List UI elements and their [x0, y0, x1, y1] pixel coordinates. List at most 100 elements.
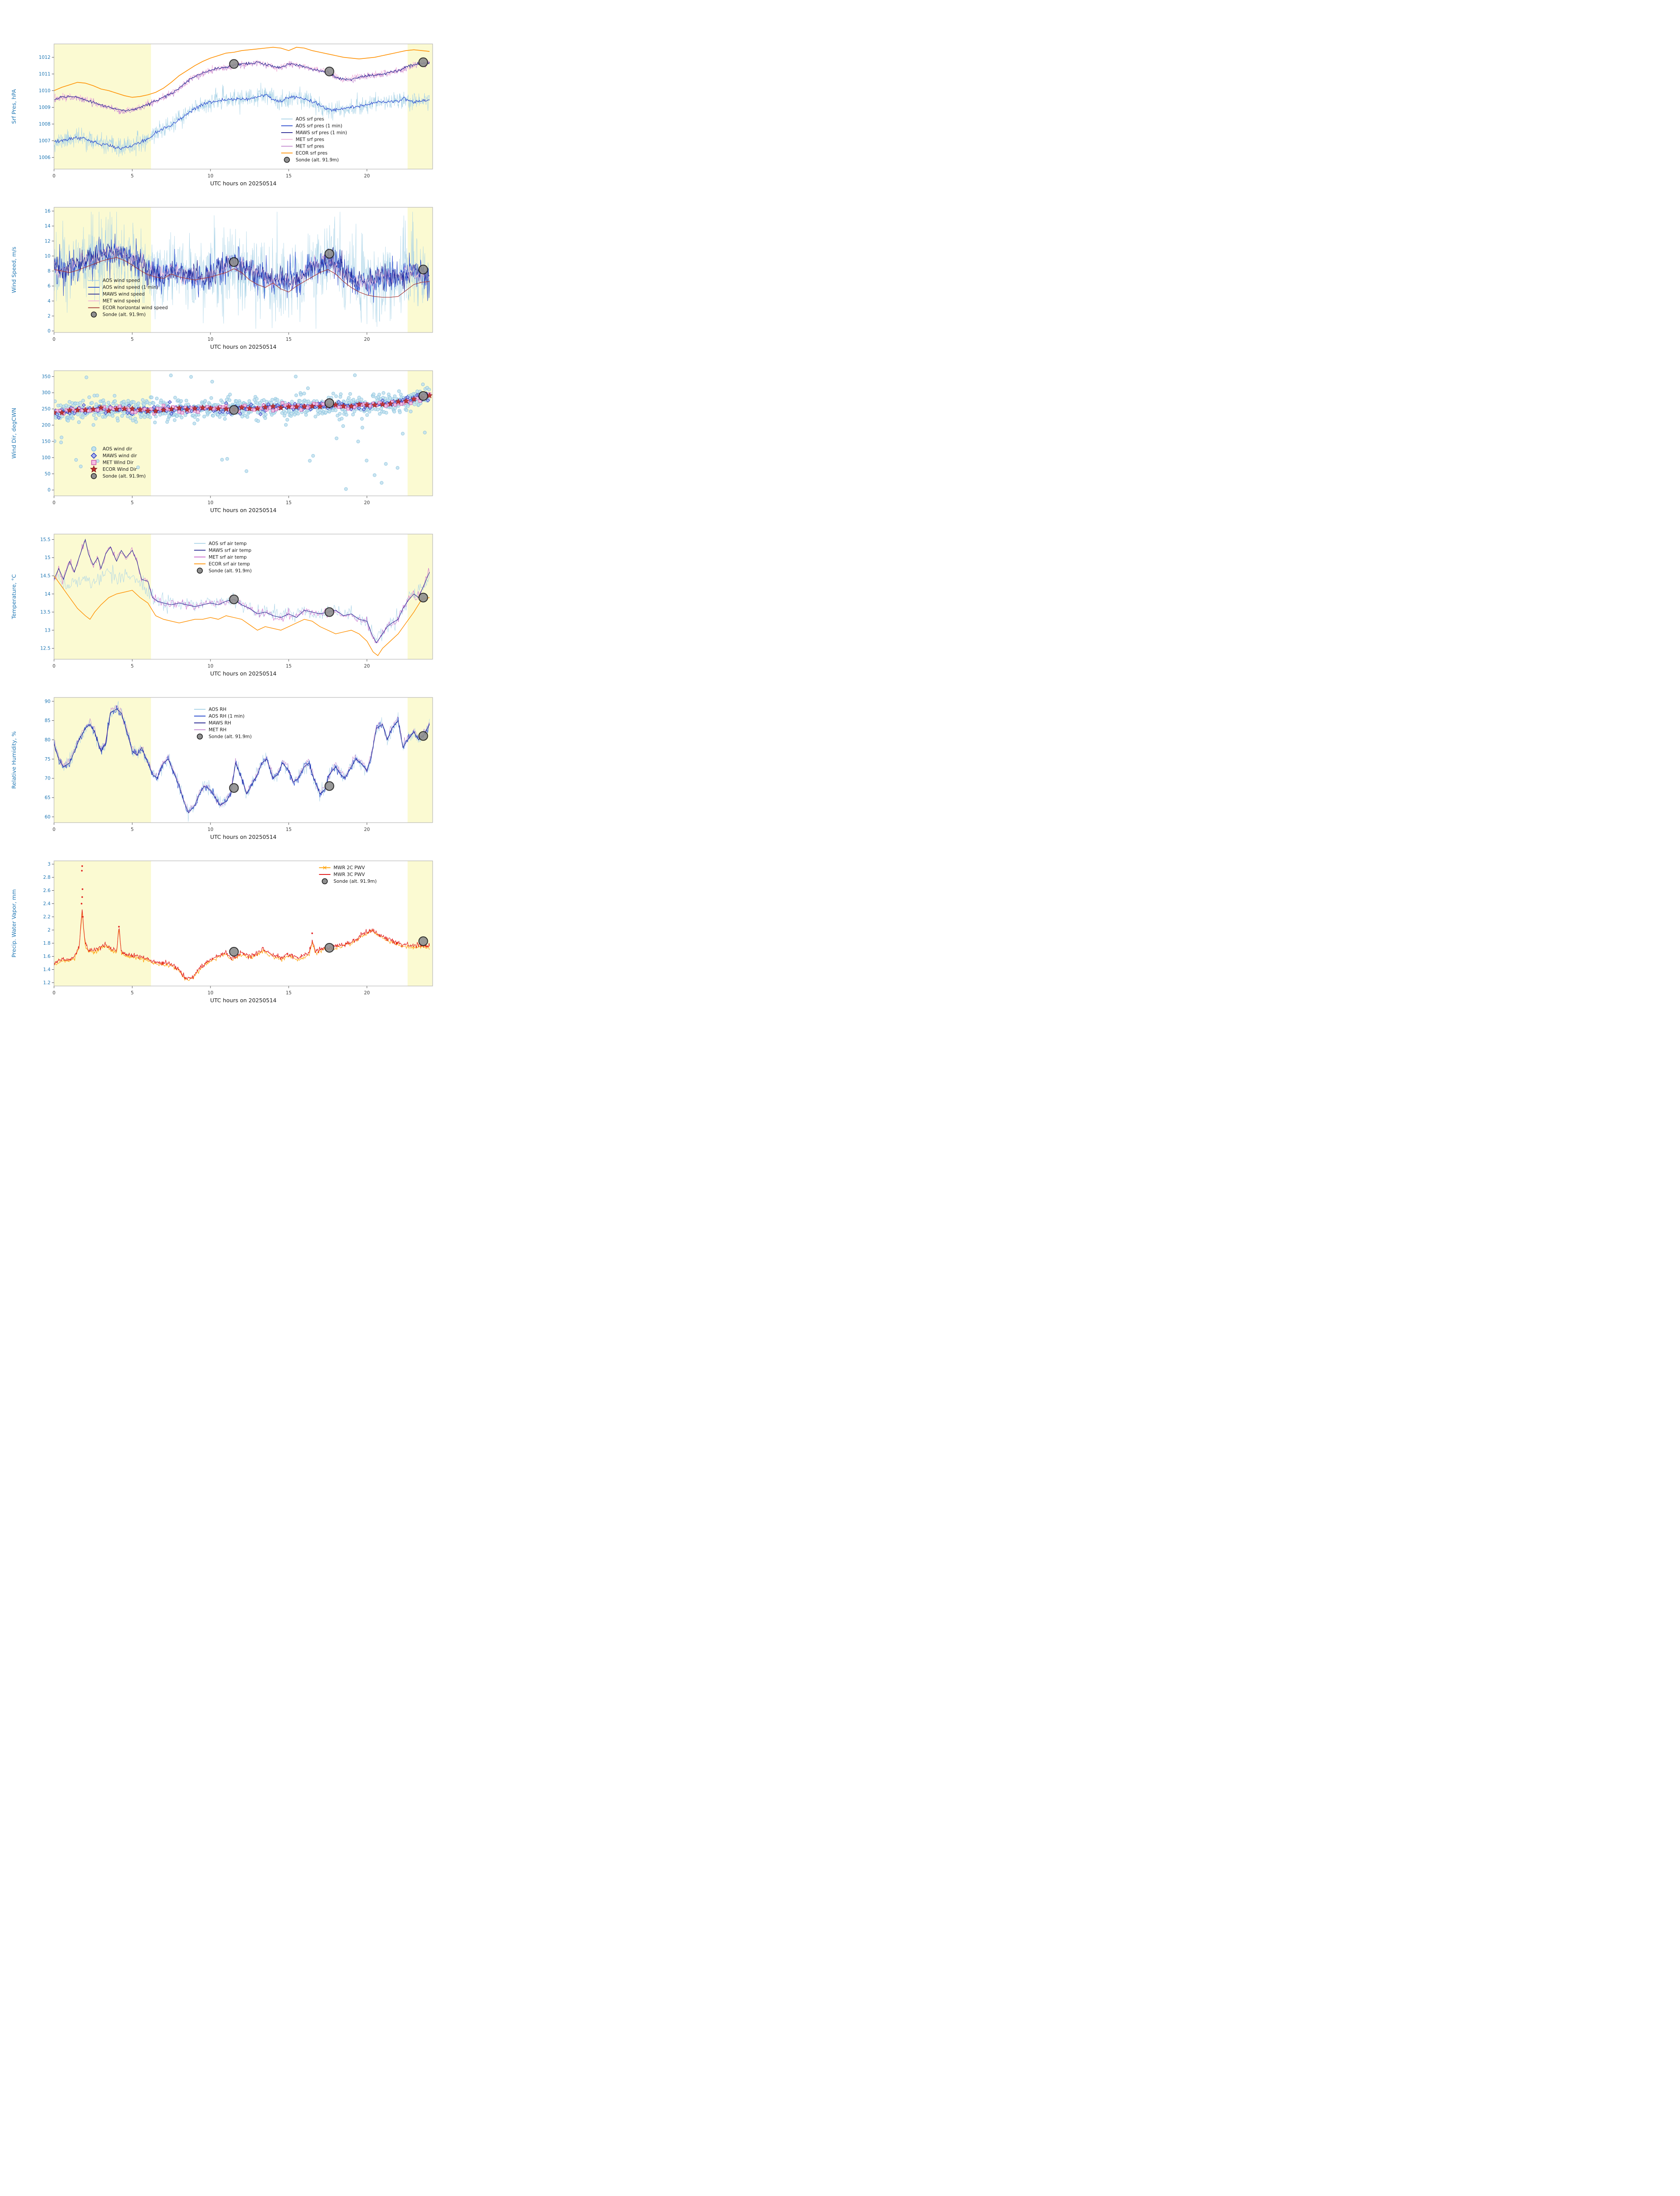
chart-relative-humidity: 60 65 70 75 80 85 90 0 5 10 15 20 Relative Humidity,… — [11, 697, 433, 840]
axes: 60 65 70 75 80 85 90 0 5 10 15 20 Relative Humidity,… — [11, 697, 433, 840]
y-tick-label: 1008 — [39, 122, 51, 127]
x-axis-label: UTC hours on 20250514 — [210, 343, 276, 350]
y-tick-label: 15.5 — [40, 537, 51, 542]
y-tick-label: 2.4 — [43, 901, 51, 907]
legend-label: ECOR horizontal wind speed — [103, 305, 168, 311]
series-maws-srf-pres-1-min — [54, 61, 430, 112]
y-tick-label: 4 — [47, 299, 51, 304]
x-tick-label: 15 — [286, 664, 292, 669]
y-tick-label: 250 — [42, 407, 51, 412]
shaded-bands — [54, 861, 433, 986]
y-tick-label: 350 — [42, 374, 51, 379]
figure: 1006 1007 1008 1009 1010 1011 1012 0 5 10 15 20 Srf … — [0, 0, 560, 1043]
y-axis-label: Wind Dir, degCWN — [11, 408, 17, 459]
y-tick-label: 3 — [47, 862, 51, 867]
page: 1006 1007 1008 1009 1010 1011 1012 0 5 10 15 20 Srf … — [0, 0, 560, 1043]
legend-label: ECOR Wind Dir — [103, 467, 137, 472]
legend-label: MAWS srf air temp — [209, 548, 252, 553]
series-ecor-horizontal-wind-speed — [54, 257, 430, 298]
x-tick-label: 0 — [53, 337, 56, 342]
series-aos-wind-speed — [54, 212, 430, 329]
x-axis-label: UTC hours on 20250514 — [210, 507, 276, 513]
series-met-wind-speed — [54, 244, 430, 293]
x-tick-label: 15 — [286, 827, 292, 832]
y-tick-label: 6 — [47, 284, 51, 289]
series-aos-srf-air-temp — [54, 564, 430, 642]
y-tick-label: 60 — [45, 814, 51, 820]
axes: 1.2 1.4 1.6 1.8 2 2.2 2.4 2.6 2.8 3 0 5 10 15 20 Precip… — [11, 860, 433, 1004]
x-tick-label: 10 — [208, 827, 213, 832]
y-tick-label: 14.5 — [40, 574, 51, 579]
y-tick-label: 65 — [45, 795, 51, 801]
y-tick-label: 0 — [47, 329, 51, 334]
legend-label: MET RH — [209, 727, 227, 733]
plot-area — [54, 373, 433, 491]
legend-label: MET srf pres — [296, 137, 324, 142]
legend-label: AOS wind speed — [103, 278, 140, 283]
plot-area — [54, 701, 430, 822]
legend-label: MAWS RH — [209, 720, 231, 726]
plot-area — [54, 212, 430, 329]
legend: AOS wind speed AOS wind speed (1 min) MAWS… — [88, 278, 168, 318]
y-axis-label: Relative Humidity, % — [11, 731, 17, 789]
legend-label: Sonde (alt. 91.9m) — [209, 734, 252, 739]
chart-section-wind-dir: 0 50 100 150 200 250 300 350 0 5 10 15 20 Wind Dir, d… — [0, 359, 560, 523]
y-tick-label: 16 — [45, 209, 51, 214]
legend-label: MAWS wind speed — [103, 292, 145, 297]
series-ecor-srf-air-temp — [54, 575, 430, 656]
y-tick-label: 8 — [47, 269, 51, 274]
legend-label: AOS RH (1 min) — [209, 714, 245, 719]
legend-label: MET Wind Dir — [103, 460, 134, 466]
x-tick-label: 5 — [131, 500, 134, 506]
series-spike-dots — [80, 865, 313, 934]
legend-label: Sonde (alt. 91.9m) — [209, 568, 252, 574]
x-tick-label: 15 — [286, 500, 292, 506]
chart-section-temperature: 12.5 13 13.5 14 14.5 15 15.5 0 5 10 15 20 Temperatur… — [0, 523, 560, 686]
legend-label: MWR 2C PWV — [333, 865, 365, 870]
y-tick-label: 50 — [45, 471, 51, 477]
legend-label: Sonde (alt. 91.9m) — [103, 474, 146, 479]
y-tick-label: 2.2 — [43, 914, 51, 920]
series-sonde — [229, 731, 428, 793]
x-tick-label: 10 — [208, 990, 213, 996]
legend-label: MET srf air temp — [209, 555, 247, 560]
y-tick-label: 1009 — [39, 105, 51, 110]
y-tick-label: 1006 — [39, 155, 51, 160]
series-sonde — [229, 57, 428, 76]
axes: 0 50 100 150 200 250 300 350 0 5 10 15 20 Wind Dir, d… — [11, 370, 433, 513]
x-tick-label: 20 — [364, 827, 370, 832]
shaded-bands — [54, 44, 433, 169]
y-tick-label: 300 — [42, 390, 51, 396]
legend-label: MET wind speed — [103, 299, 140, 304]
legend-label: AOS wind speed (1 min) — [103, 285, 159, 290]
y-tick-label: 1010 — [39, 88, 51, 94]
x-tick-label: 10 — [208, 500, 213, 506]
legend-label: AOS srf pres (1 min) — [296, 123, 342, 129]
x-axis-label: UTC hours on 20250514 — [210, 997, 276, 1004]
series-ecor-srf-pres — [54, 47, 430, 98]
y-tick-label: 1011 — [39, 72, 51, 77]
y-tick-label: 100 — [42, 455, 51, 460]
x-tick-label: 5 — [131, 827, 134, 832]
x-axis-label: UTC hours on 20250514 — [210, 670, 276, 677]
legend-label: MET srf pres — [296, 144, 324, 149]
y-tick-label: 0 — [47, 488, 51, 493]
y-axis-label: Temperature, °C — [11, 574, 17, 619]
legend-label: MWR 3C PWV — [333, 872, 365, 878]
chart-section-pwv: 1.2 1.4 1.6 1.8 2 2.2 2.4 2.6 2.8 3 0 5 10 15 20 Precip… — [0, 849, 560, 1013]
x-tick-label: 20 — [364, 664, 370, 669]
x-tick-label: 5 — [131, 990, 134, 996]
x-tick-label: 20 — [364, 500, 370, 506]
legend-label: AOS wind dir — [103, 447, 133, 452]
axes: 1006 1007 1008 1009 1010 1011 1012 0 5 10 15 20 Srf … — [11, 43, 433, 187]
legend-label: AOS srf air temp — [209, 541, 247, 546]
y-tick-label: 1012 — [39, 55, 51, 60]
y-tick-label: 2.8 — [43, 875, 51, 880]
y-tick-label: 14 — [45, 592, 51, 597]
shaded-bands — [54, 371, 433, 496]
x-tick-label: 15 — [286, 173, 292, 179]
x-tick-label: 5 — [131, 173, 134, 179]
x-tick-label: 10 — [208, 337, 213, 342]
chart-section-wind-speed: 0 2 4 6 8 10 12 14 16 0 5 10 15 20 Wind Speed, m/s UTC … — [0, 196, 560, 359]
